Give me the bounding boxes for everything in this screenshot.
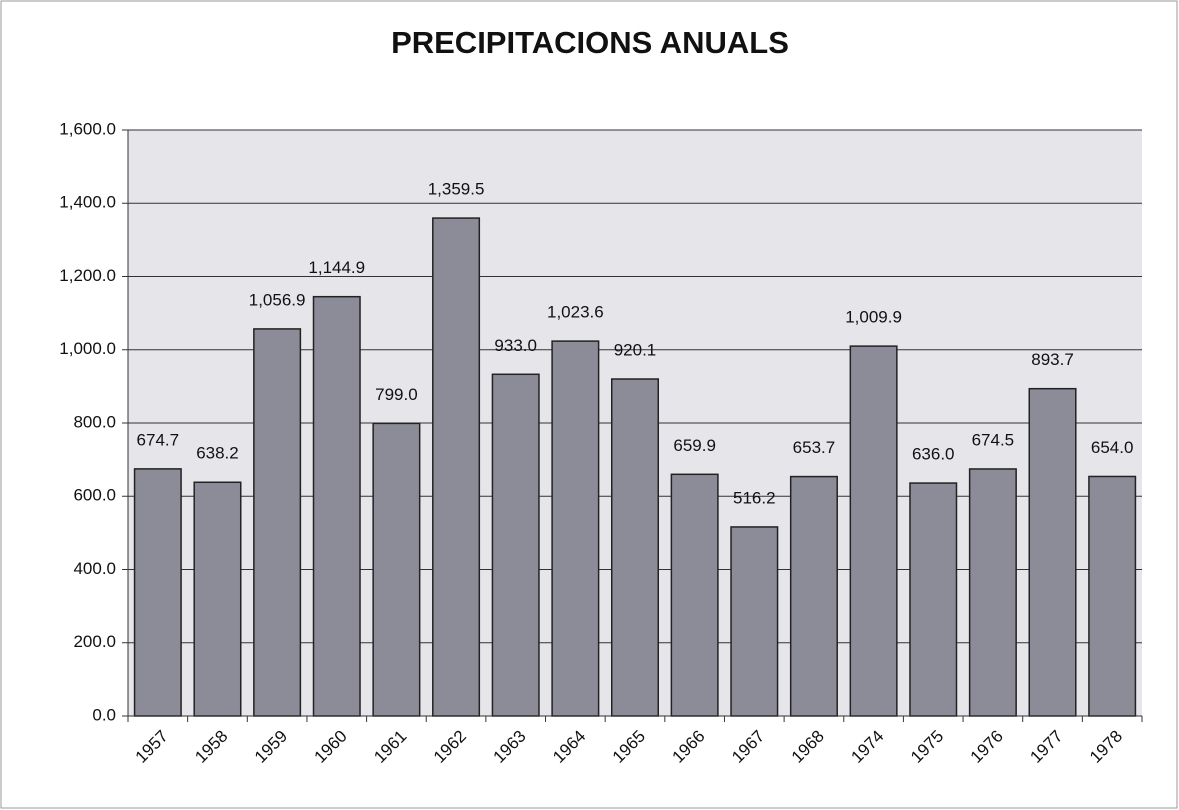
value-label: 516.2 xyxy=(733,488,776,507)
value-label: 893.7 xyxy=(1031,350,1074,369)
y-tick-label: 200.0 xyxy=(73,632,116,651)
value-label: 1,023.6 xyxy=(547,303,604,322)
chart-title: PRECIPITACIONS ANUALS xyxy=(391,25,789,60)
bar xyxy=(789,475,838,717)
bar xyxy=(133,468,182,717)
value-label: 933.0 xyxy=(494,336,537,355)
value-label: 799.0 xyxy=(375,385,418,404)
bar xyxy=(610,378,660,717)
bar xyxy=(372,422,421,717)
bar xyxy=(909,482,958,717)
bar xyxy=(670,473,719,717)
bar xyxy=(491,373,540,717)
value-label: 674.7 xyxy=(137,430,180,449)
value-label: 1,056.9 xyxy=(249,290,306,309)
bar xyxy=(1028,387,1077,717)
value-label: 1,144.9 xyxy=(308,258,365,277)
y-tick-label: 1,200.0 xyxy=(59,266,116,285)
value-label: 653.7 xyxy=(793,438,836,457)
value-label: 920.1 xyxy=(614,340,657,359)
y-tick-label: 600.0 xyxy=(73,486,116,505)
value-label: 659.9 xyxy=(673,436,716,455)
y-tick-label: 800.0 xyxy=(73,412,116,431)
bar xyxy=(968,468,1017,717)
y-tick-label: 1,400.0 xyxy=(59,193,116,212)
value-label: 1,009.9 xyxy=(845,308,902,327)
y-tick-label: 1,600.0 xyxy=(59,119,116,138)
value-label: 674.5 xyxy=(972,430,1015,449)
y-tick-label: 400.0 xyxy=(73,559,116,578)
bar xyxy=(730,526,779,717)
bar xyxy=(1088,475,1137,717)
bar xyxy=(849,345,898,717)
bar xyxy=(193,481,242,717)
y-tick-label: 0.0 xyxy=(92,705,116,724)
bar xyxy=(551,340,600,717)
value-label: 1,359.5 xyxy=(428,180,485,199)
value-label: 636.0 xyxy=(912,445,955,464)
bar xyxy=(253,328,302,717)
bar xyxy=(432,217,481,717)
y-tick-label: 1,000.0 xyxy=(59,339,116,358)
value-label: 654.0 xyxy=(1091,438,1134,457)
bar xyxy=(312,295,361,717)
value-label: 638.2 xyxy=(196,444,239,463)
